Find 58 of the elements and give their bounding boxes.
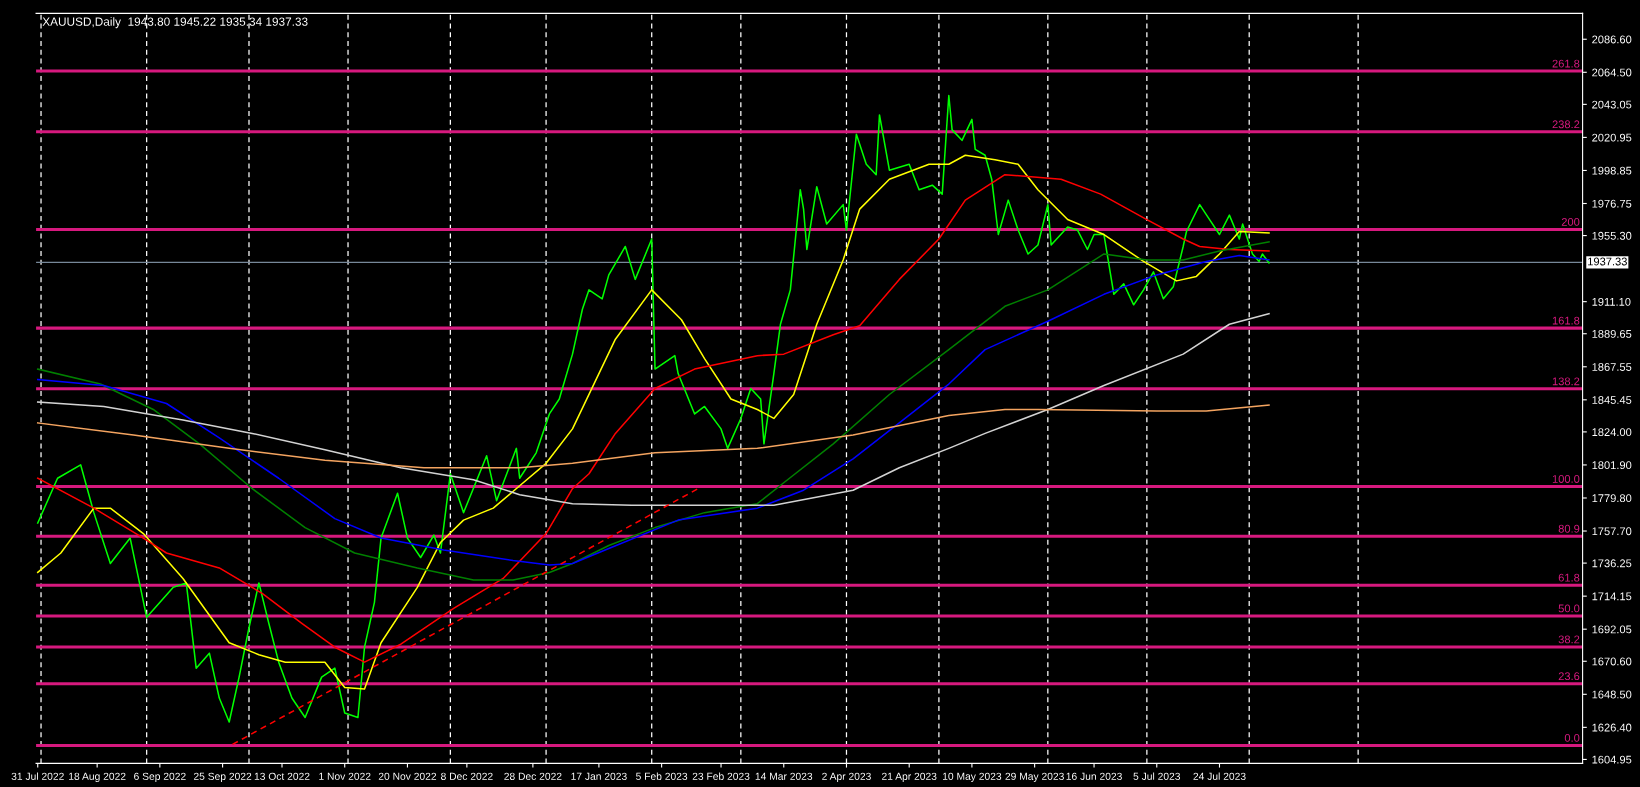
- annotation: 38.2: [1558, 635, 1580, 644]
- x-tick-label: 29 May 2023: [1005, 772, 1064, 782]
- x-tick-label: 2 Apr 2023: [822, 772, 871, 782]
- x-tick-label: 18 Aug 2022: [69, 772, 126, 782]
- x-tick-label: 24 Jul 2023: [1193, 772, 1246, 780]
- x-tick-label: 31 Jul 2022: [11, 772, 64, 780]
- y-tick-label: 1911.10: [1592, 297, 1631, 306]
- annotation: 200: [1561, 217, 1580, 226]
- y-tick-label: 1801.90: [1592, 461, 1632, 470]
- x-tick-label: 5 Jul 2023: [1133, 772, 1181, 780]
- y-tick-label: 1692.05: [1592, 625, 1632, 634]
- chart-title: XAUUSD,Daily 1943.80 1945.22 1935.34 1937.33: [42, 17, 308, 29]
- x-tick-label: 6 Sep 2022: [134, 772, 186, 782]
- line-series: [36, 313, 1270, 506]
- y-tick-label: 1670.60: [1592, 657, 1632, 666]
- y-tick-label: 2064.50: [1592, 68, 1632, 77]
- annotation: 80.9: [1558, 524, 1580, 533]
- y-tick-label: 1714.15: [1592, 592, 1632, 601]
- annotation: 261.8: [1552, 59, 1580, 68]
- annotation: 138.2: [1552, 377, 1580, 386]
- ref-line-label: 1937.33: [1588, 257, 1627, 266]
- annotation: 0.0: [1564, 733, 1580, 742]
- y-tick-label: 1889.65: [1592, 330, 1632, 338]
- annotation: 50.0: [1558, 604, 1580, 613]
- y-tick-label: 1824.00: [1592, 428, 1632, 437]
- y-tick-label: 2020.95: [1592, 133, 1632, 142]
- line-series: [36, 404, 1270, 469]
- x-tick-label: 17 Jan 2023: [571, 772, 627, 780]
- annotation: 23.6: [1558, 672, 1580, 681]
- x-tick-label: 28 Dec 2022: [504, 772, 562, 780]
- y-tick-label: 2043.05: [1592, 100, 1632, 109]
- annotation: 161.8: [1552, 316, 1580, 325]
- x-tick-label: 14 Mar 2023: [755, 772, 813, 780]
- x-tick-label: 25 Sep 2022: [193, 772, 252, 782]
- y-tick-label: 1955.30: [1592, 231, 1632, 240]
- y-tick-label: 1626.40: [1592, 723, 1632, 732]
- x-tick-label: 23 Feb 2023: [692, 772, 750, 780]
- x-tick-label: 21 Apr 2023: [882, 772, 937, 782]
- y-tick-label: 1867.55: [1592, 363, 1632, 371]
- y-tick-label: 1998.85: [1592, 166, 1632, 175]
- annotation: 238.2: [1552, 120, 1580, 129]
- x-tick-label: 10 May 2023: [942, 772, 1002, 782]
- y-tick-label: 1845.45: [1592, 396, 1632, 404]
- x-tick-label: 20 Nov 2022: [378, 772, 437, 780]
- y-tick-label: 1976.75: [1592, 199, 1632, 208]
- x-tick-label: 13 Oct 2022: [254, 772, 310, 780]
- x-tick-label: 5 Feb 2023: [636, 772, 688, 780]
- y-tick-label: 1604.95: [1592, 755, 1632, 764]
- x-tick-label: 16 Jun 2023: [1066, 772, 1122, 780]
- annotation: 100.0: [1552, 475, 1580, 483]
- y-tick-label: 1736.25: [1592, 559, 1632, 568]
- annotation: 61.8: [1558, 573, 1580, 582]
- y-tick-label: 1779.80: [1592, 494, 1632, 503]
- y-tick-label: 2086.60: [1592, 35, 1632, 44]
- y-tick-label: 1757.70: [1592, 527, 1632, 536]
- x-tick-label: 8 Dec 2022: [441, 772, 493, 780]
- y-tick-label: 1648.50: [1592, 690, 1632, 699]
- x-tick-label: 1 Nov 2022: [319, 772, 371, 780]
